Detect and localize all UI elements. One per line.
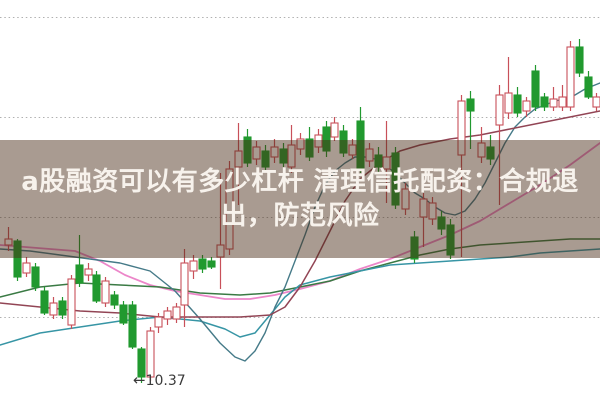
down-candle-body: [584, 76, 593, 98]
up-candle-body: [549, 98, 558, 108]
up-candle-body: [504, 92, 513, 114]
up-candle-body: [84, 268, 93, 276]
down-candle-body: [322, 126, 331, 152]
up-candle-body: [401, 188, 410, 210]
down-candle-body: [119, 304, 128, 324]
up-candle-body: [457, 100, 466, 156]
ma-dark-green: [0, 238, 600, 298]
up-candle-body: [180, 262, 189, 306]
up-candle-body: [146, 330, 155, 378]
low-price-value: 10.37: [145, 373, 186, 389]
down-candle-body: [261, 150, 270, 168]
up-candle-body: [225, 168, 234, 250]
up-candle-body: [67, 278, 76, 326]
down-candle-body: [575, 46, 584, 74]
up-candle-body: [348, 144, 357, 156]
down-candle-body: [486, 146, 495, 160]
up-candle-body: [287, 144, 296, 168]
up-candle-body: [234, 150, 243, 168]
up-candle-body: [270, 146, 279, 158]
down-candle-body: [356, 120, 365, 170]
up-candle-body: [428, 202, 437, 220]
ma-teal: [0, 248, 600, 346]
down-candle-body: [391, 152, 400, 206]
down-candle-body: [531, 70, 540, 108]
headline-line2: 出，防范风险: [220, 201, 380, 231]
up-candle-body: [419, 198, 428, 218]
down-candle-body: [540, 96, 549, 108]
ma-pink: [0, 142, 600, 300]
down-candle-body: [207, 260, 216, 268]
down-candle-body: [58, 300, 67, 316]
up-candle-body: [4, 238, 13, 246]
down-candle-body: [513, 94, 522, 114]
low-price-annotation: ←10.37: [133, 372, 186, 389]
down-candle-body: [279, 148, 288, 164]
up-candle-body: [314, 134, 323, 148]
down-candle-body: [305, 138, 314, 158]
up-candle-body: [216, 244, 225, 258]
up-candle-body: [22, 262, 31, 274]
down-candle-body: [446, 224, 455, 256]
up-candle-body: [163, 310, 172, 320]
up-candle-body: [49, 302, 58, 316]
up-candle-body: [101, 280, 110, 304]
down-candle-body: [75, 264, 84, 284]
down-candle-body: [13, 240, 22, 278]
up-candle-body: [252, 146, 261, 160]
headline-overlay-band: a股融资可以有多少杠杆 清理信托配资：合规退 出，防范风险: [0, 140, 600, 258]
down-candle-body: [198, 258, 207, 270]
down-candle-body: [466, 98, 475, 112]
up-candle-body: [477, 142, 486, 158]
up-candle-body: [172, 306, 181, 320]
down-candle-body: [137, 348, 146, 378]
up-candle-body: [592, 96, 600, 108]
headline-line1: a股融资可以有多少杠杆 清理信托配资：合规退: [21, 167, 579, 197]
left-arrow-icon: ←: [133, 371, 146, 389]
up-candle-body: [495, 94, 504, 126]
down-candle-body: [110, 294, 119, 306]
ma-maroon: [0, 110, 600, 318]
up-candle-body: [330, 122, 339, 138]
down-candle-body: [40, 290, 49, 314]
down-candle-body: [31, 266, 40, 288]
up-candle-body: [365, 148, 374, 162]
up-candle-body: [382, 156, 391, 170]
down-candle-body: [339, 130, 348, 154]
down-candle-body: [410, 236, 419, 260]
up-candle-body: [558, 96, 567, 108]
up-candle-body: [296, 138, 305, 150]
down-candle-body: [243, 136, 252, 164]
up-candle-body: [154, 316, 163, 328]
down-candle-body: [128, 304, 137, 348]
up-candle-body: [566, 46, 575, 108]
down-candle-body: [437, 216, 446, 230]
up-candle-body: [522, 100, 531, 112]
up-candle-body: [189, 260, 198, 272]
down-candle-body: [92, 274, 101, 302]
down-candle-body: [374, 154, 383, 168]
